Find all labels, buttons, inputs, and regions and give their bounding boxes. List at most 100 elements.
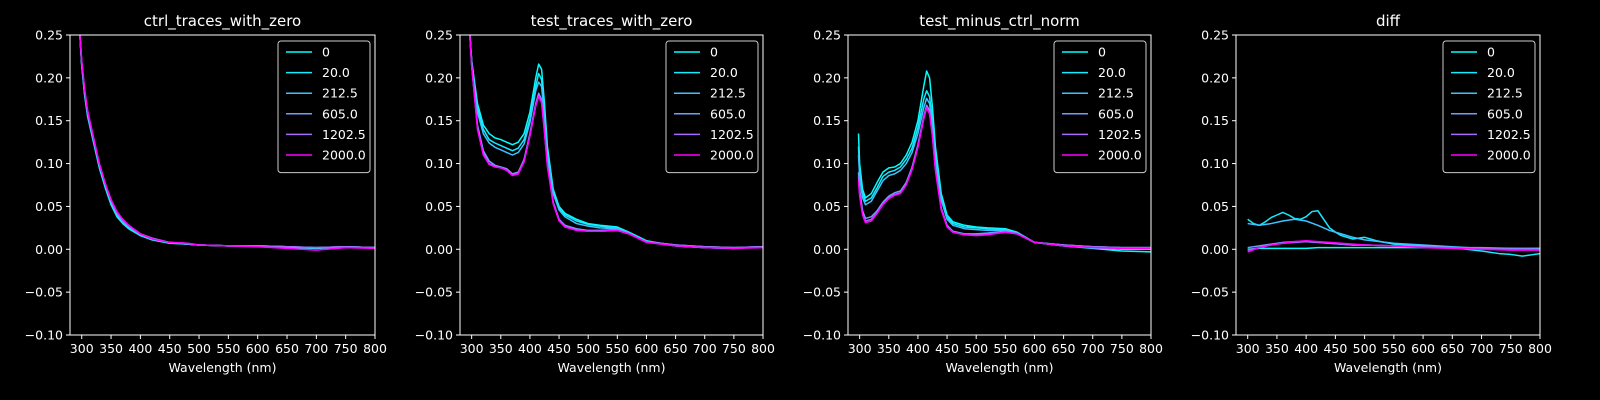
chart-panel-1: 300 350 400 450 500 550 600 650 700 750 800 −0.10 −0… bbox=[25, 12, 387, 375]
legend-box bbox=[1053, 40, 1147, 174]
series-group bbox=[79, 35, 375, 251]
x-tick-label: 600 bbox=[1411, 341, 1435, 356]
y-tick-label: 0.15 bbox=[35, 113, 63, 128]
y-tick-label: 0.15 bbox=[1201, 113, 1229, 128]
x-tick-label: 800 bbox=[1139, 341, 1163, 356]
x-tick-label: 700 bbox=[693, 341, 717, 356]
legend-entry-label: 0 bbox=[1487, 45, 1495, 60]
x-tick-label: 300 bbox=[460, 341, 484, 356]
legend-entry-label: 20.0 bbox=[1098, 65, 1126, 80]
y-tick-label: 0.15 bbox=[425, 113, 453, 128]
legend-entry-label: 1202.5 bbox=[1098, 127, 1142, 142]
x-tick-label: 350 bbox=[877, 341, 901, 356]
y-tick-label: 0.25 bbox=[35, 28, 63, 43]
y-tick-label: 0.10 bbox=[425, 156, 453, 171]
x-tick-label: 300 bbox=[1236, 341, 1260, 356]
legend-entry-label: 20.0 bbox=[710, 65, 738, 80]
y-tick-label: 0.20 bbox=[1201, 70, 1229, 85]
x-tick-label: 300 bbox=[70, 341, 94, 356]
y-tick-label: 0.20 bbox=[813, 70, 841, 85]
x-tick-label: 500 bbox=[187, 341, 211, 356]
series-line-2000.0 bbox=[857, 107, 1151, 250]
x-tick-label: 550 bbox=[216, 341, 240, 356]
x-tick-label: 600 bbox=[246, 341, 270, 356]
axes-frame bbox=[1235, 34, 1541, 336]
x-axis-label: Wavelength (nm) bbox=[946, 360, 1054, 375]
legend-entry-label: 1202.5 bbox=[1487, 127, 1531, 142]
x-axis-label: Wavelength (nm) bbox=[558, 360, 666, 375]
x-tick-label: 650 bbox=[664, 341, 688, 356]
series-line-2000.0 bbox=[1247, 239, 1540, 253]
legend: 0 20.0 212.5 605.0 1202.5 2000.0 bbox=[665, 40, 759, 174]
y-tick-label: −0.10 bbox=[1191, 328, 1229, 343]
y-tick-label: −0.10 bbox=[803, 328, 841, 343]
axes-frame bbox=[69, 34, 376, 336]
x-tick-label: 550 bbox=[605, 341, 629, 356]
y-tick-label: 0.05 bbox=[425, 199, 453, 214]
legend-entry-label: 605.0 bbox=[322, 106, 358, 121]
y-tick-label: 0.15 bbox=[813, 113, 841, 128]
x-tick-label: 400 bbox=[906, 341, 930, 356]
series-group bbox=[857, 70, 1151, 253]
legend-entry-label: 20.0 bbox=[322, 65, 350, 80]
y-tick-label: 0.10 bbox=[1201, 156, 1229, 171]
legend-box bbox=[1442, 40, 1536, 174]
legend-entry-label: 1202.5 bbox=[710, 127, 754, 142]
x-tick-label: 500 bbox=[1353, 341, 1377, 356]
x-tick-label: 450 bbox=[1323, 341, 1347, 356]
x-tick-label: 600 bbox=[1023, 341, 1047, 356]
x-tick-label: 550 bbox=[993, 341, 1017, 356]
x-tick-label: 650 bbox=[1052, 341, 1076, 356]
chart-panel-4: 300 350 400 450 500 550 600 650 700 750 800 −0.10 −0… bbox=[1191, 12, 1552, 375]
x-tick-label: 800 bbox=[363, 341, 387, 356]
x-tick-label: 400 bbox=[518, 341, 542, 356]
legend-entry-label: 212.5 bbox=[1098, 86, 1134, 101]
x-tick-label: 750 bbox=[722, 341, 746, 356]
x-tick-label: 700 bbox=[1470, 341, 1494, 356]
x-tick-label: 500 bbox=[576, 341, 600, 356]
x-tick-label: 800 bbox=[1528, 341, 1552, 356]
legend-entry-label: 1202.5 bbox=[322, 127, 366, 142]
chart-title: diff bbox=[1376, 12, 1401, 30]
x-tick-label: 650 bbox=[1440, 341, 1464, 356]
chart-title: test_traces_with_zero bbox=[531, 12, 693, 31]
x-tick-label: 600 bbox=[635, 341, 659, 356]
x-tick-label: 750 bbox=[1499, 341, 1523, 356]
x-tick-label: 400 bbox=[1294, 341, 1318, 356]
x-tick-label: 350 bbox=[489, 341, 513, 356]
legend: 0 20.0 212.5 605.0 1202.5 2000.0 bbox=[277, 40, 371, 174]
legend-entry-label: 605.0 bbox=[710, 106, 746, 121]
series-line-605.0 bbox=[857, 104, 1151, 249]
y-tick-label: 0.05 bbox=[35, 199, 63, 214]
series-group bbox=[469, 35, 763, 250]
y-tick-label: 0.25 bbox=[813, 28, 841, 43]
series-line-0 bbox=[857, 70, 1151, 253]
x-tick-label: 350 bbox=[1265, 341, 1289, 356]
x-tick-label: 450 bbox=[158, 341, 182, 356]
x-tick-label: 450 bbox=[935, 341, 959, 356]
x-tick-label: 700 bbox=[304, 341, 328, 356]
legend: 0 20.0 212.5 605.0 1202.5 2000.0 bbox=[1053, 40, 1147, 174]
x-axis-label: Wavelength (nm) bbox=[1334, 360, 1442, 375]
y-tick-label: 0.00 bbox=[425, 242, 453, 257]
chart-panel-3: 300 350 400 450 500 550 600 650 700 750 800 −0.10 −0… bbox=[803, 12, 1163, 375]
legend-entry-label: 2000.0 bbox=[1098, 148, 1142, 163]
x-tick-label: 750 bbox=[1110, 341, 1134, 356]
legend-entry-label: 2000.0 bbox=[1487, 148, 1531, 163]
legend-entry-label: 20.0 bbox=[1487, 65, 1515, 80]
y-tick-label: 0.05 bbox=[1201, 199, 1229, 214]
series-line-0 bbox=[469, 35, 763, 250]
x-tick-label: 750 bbox=[334, 341, 358, 356]
x-axis-label: Wavelength (nm) bbox=[169, 360, 277, 375]
legend-entry-label: 605.0 bbox=[1487, 106, 1523, 121]
chart-title: test_minus_ctrl_norm bbox=[919, 12, 1080, 31]
legend-entry-label: 212.5 bbox=[322, 86, 358, 101]
y-tick-label: 0.25 bbox=[425, 28, 453, 43]
legend: 0 20.0 212.5 605.0 1202.5 2000.0 bbox=[1442, 40, 1536, 174]
y-tick-label: 0.00 bbox=[35, 242, 63, 257]
y-tick-label: −0.05 bbox=[1191, 285, 1229, 300]
legend-entry-label: 212.5 bbox=[710, 86, 746, 101]
series-line-2000.0 bbox=[469, 35, 763, 250]
x-tick-label: 450 bbox=[547, 341, 571, 356]
